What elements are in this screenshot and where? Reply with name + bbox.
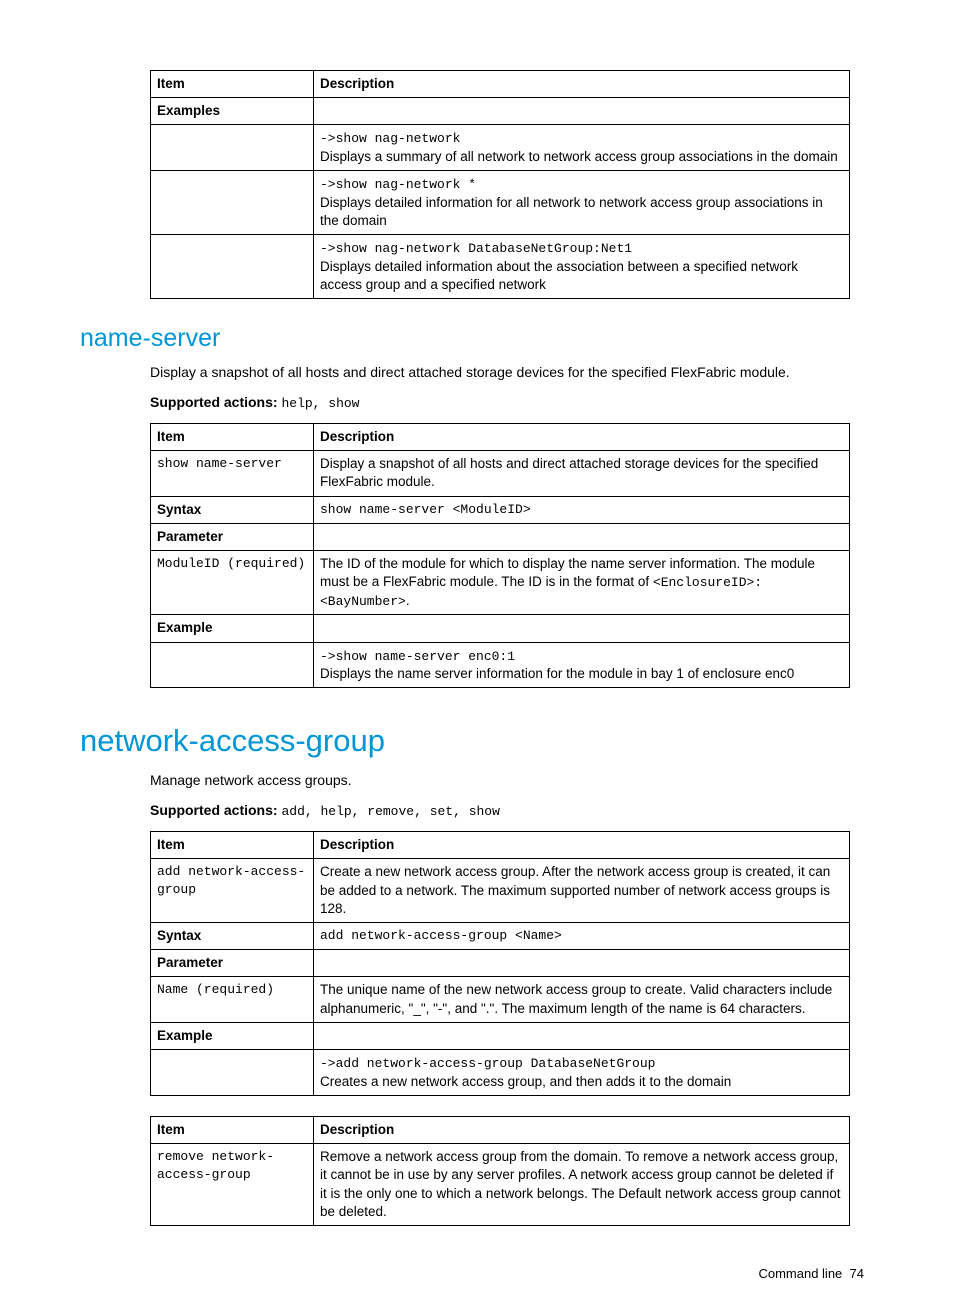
col-header-item: Item [151, 423, 314, 450]
supported-actions-label: Supported actions [150, 802, 273, 818]
footer-label: Command line [758, 1266, 842, 1281]
example-cell: ->add network-access-group DatabaseNetGr… [314, 1050, 850, 1096]
cmd-name: add network-access-group [151, 859, 314, 923]
syntax-value: show name-server <ModuleID> [314, 496, 850, 523]
row-label-syntax: Syntax [151, 496, 314, 523]
example-cell: ->show name-server enc0:1 Displays the n… [314, 642, 850, 688]
col-header-desc: Description [314, 832, 850, 859]
example-command: ->show nag-network [320, 131, 460, 146]
cmd-desc: Display a snapshot of all hosts and dire… [314, 451, 850, 496]
page-number: 74 [850, 1266, 864, 1281]
example-desc: Displays detailed information about the … [320, 259, 798, 292]
example-command: ->show nag-network DatabaseNetGroup:Net1 [320, 241, 632, 256]
cell-empty [151, 171, 314, 235]
syntax-value: add network-access-group <Name> [314, 923, 850, 950]
example-desc: Creates a new network access group, and … [320, 1074, 731, 1089]
example-command: ->add network-access-group DatabaseNetGr… [320, 1056, 655, 1071]
example-desc: Displays the name server information for… [320, 666, 794, 681]
cell-empty [314, 615, 850, 642]
row-label-parameter: Parameter [151, 523, 314, 550]
cmd-desc: Create a new network access group. After… [314, 859, 850, 923]
section-intro: Display a snapshot of all hosts and dire… [150, 363, 850, 383]
cell-empty [151, 235, 314, 299]
example-cell: ->show nag-network Displays a summary of… [314, 125, 850, 171]
example-cell: ->show nag-network DatabaseNetGroup:Net1… [314, 235, 850, 299]
col-header-item: Item [151, 832, 314, 859]
example-command: ->show nag-network * [320, 177, 476, 192]
row-label-syntax: Syntax [151, 923, 314, 950]
param-desc: The ID of the module for which to displa… [314, 551, 850, 615]
cell-empty [314, 98, 850, 125]
example-cell: ->show nag-network * Displays detailed i… [314, 171, 850, 235]
name-server-table: Item Description show name-server Displa… [150, 423, 850, 688]
example-desc: Displays a summary of all network to net… [320, 149, 838, 164]
row-label-examples: Examples [151, 98, 314, 125]
remove-nag-table: Item Description remove network-access-g… [150, 1116, 850, 1226]
row-label-example: Example [151, 1022, 314, 1049]
cell-empty [151, 1050, 314, 1096]
supported-actions-label: Supported actions [150, 394, 273, 410]
cell-empty [314, 950, 850, 977]
col-header-desc: Description [314, 71, 850, 98]
param-name: ModuleID (required) [151, 551, 314, 615]
row-label-parameter: Parameter [151, 950, 314, 977]
supported-actions-line: Supported actions: help, show [150, 393, 850, 413]
example-command: ->show name-server enc0:1 [320, 649, 515, 664]
supported-actions-values: help, show [281, 396, 359, 411]
nag-network-examples-table: Item Description Examples ->show nag-net… [150, 70, 850, 299]
col-header-item: Item [151, 71, 314, 98]
cell-empty [314, 1022, 850, 1049]
page-footer: Command line 74 [80, 1266, 874, 1281]
cell-empty [314, 523, 850, 550]
section-heading-name-server: name-server [80, 324, 874, 353]
supported-actions-line: Supported actions: add, help, remove, se… [150, 801, 850, 821]
section-heading-network-access-group: network-access-group [80, 723, 874, 759]
cmd-name: show name-server [151, 451, 314, 496]
col-header-desc: Description [314, 423, 850, 450]
cell-empty [151, 642, 314, 688]
cmd-desc: Remove a network access group from the d… [314, 1144, 850, 1226]
col-header-item: Item [151, 1116, 314, 1143]
param-name: Name (required) [151, 977, 314, 1022]
cmd-name: remove network-access-group [151, 1144, 314, 1226]
param-desc: The unique name of the new network acces… [314, 977, 850, 1022]
add-nag-table: Item Description add network-access-grou… [150, 831, 850, 1096]
supported-actions-values: add, help, remove, set, show [281, 804, 499, 819]
example-desc: Displays detailed information for all ne… [320, 195, 823, 228]
row-label-example: Example [151, 615, 314, 642]
col-header-desc: Description [314, 1116, 850, 1143]
section-intro: Manage network access groups. [150, 771, 850, 791]
cell-empty [151, 125, 314, 171]
